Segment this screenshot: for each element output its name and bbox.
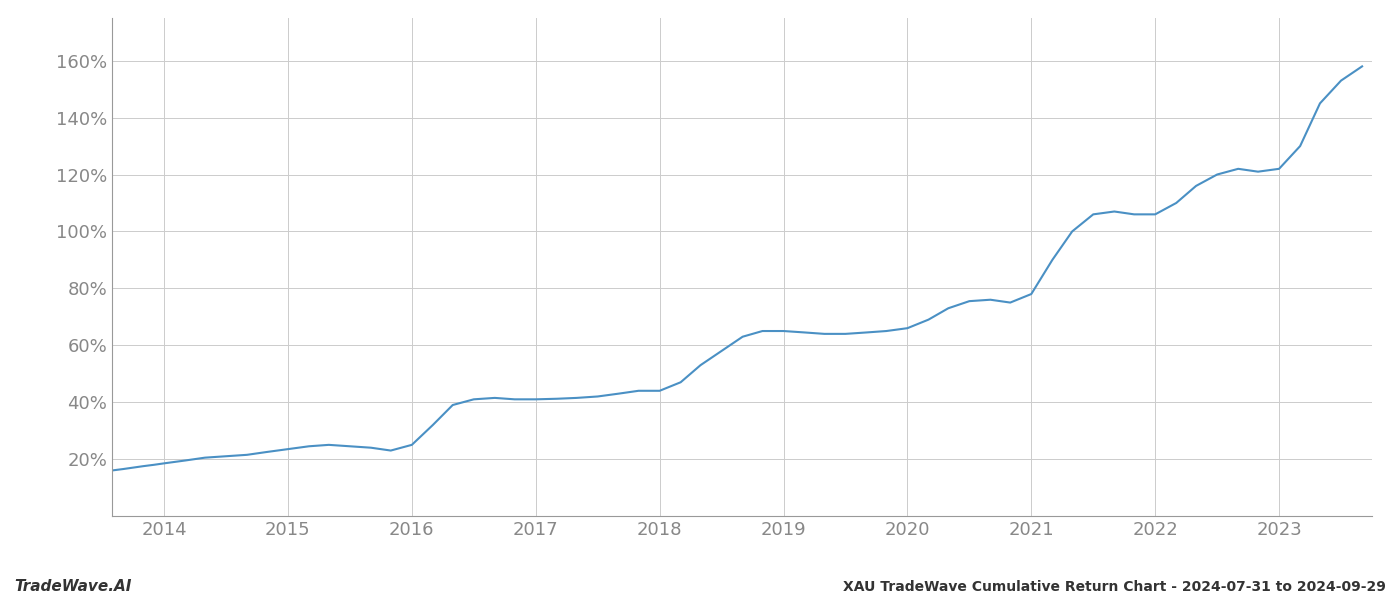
Text: TradeWave.AI: TradeWave.AI bbox=[14, 579, 132, 594]
Text: XAU TradeWave Cumulative Return Chart - 2024-07-31 to 2024-09-29: XAU TradeWave Cumulative Return Chart - … bbox=[843, 580, 1386, 594]
